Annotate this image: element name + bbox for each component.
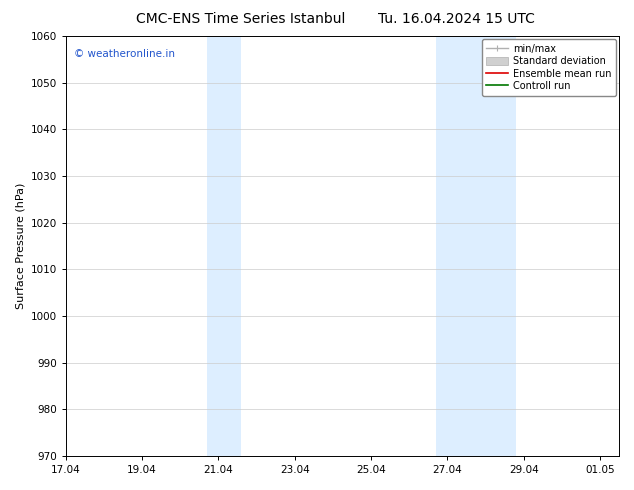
Text: Tu. 16.04.2024 15 UTC: Tu. 16.04.2024 15 UTC bbox=[378, 12, 535, 26]
Text: © weatheronline.in: © weatheronline.in bbox=[74, 49, 175, 59]
Bar bbox=[207, 36, 242, 456]
Bar bbox=[436, 36, 516, 456]
Y-axis label: Surface Pressure (hPa): Surface Pressure (hPa) bbox=[15, 183, 25, 309]
Legend: min/max, Standard deviation, Ensemble mean run, Controll run: min/max, Standard deviation, Ensemble me… bbox=[482, 39, 616, 96]
Text: CMC-ENS Time Series Istanbul: CMC-ENS Time Series Istanbul bbox=[136, 12, 346, 26]
